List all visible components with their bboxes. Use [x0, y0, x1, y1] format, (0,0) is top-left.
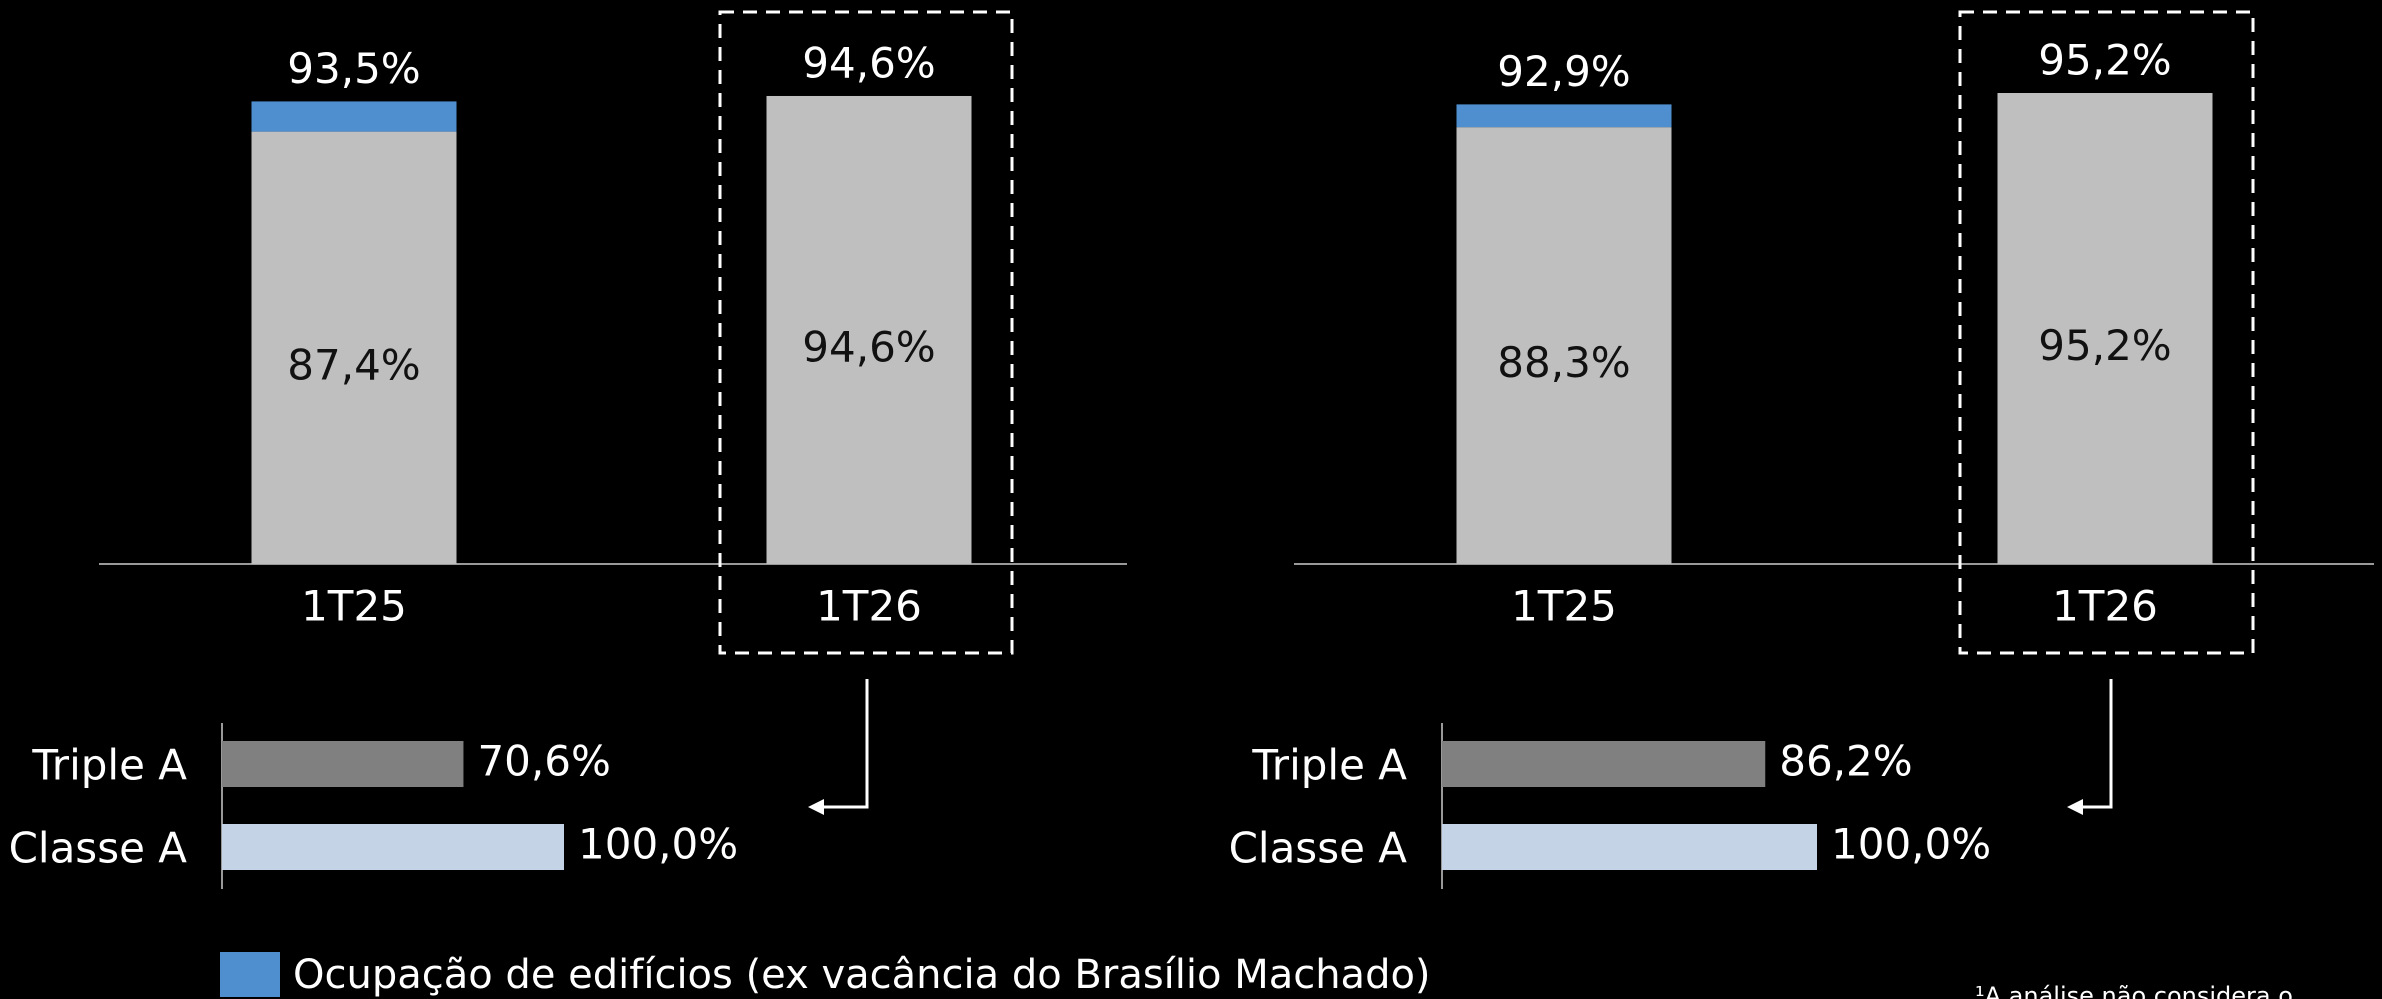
y-tick-label: Triple A — [1251, 741, 1407, 790]
bar-segment — [1456, 104, 1672, 128]
segment-label: 95,2% — [2038, 321, 2171, 370]
arrow-head — [2067, 799, 2083, 815]
total-label: 92,9% — [1497, 47, 1630, 96]
total-label: 93,5% — [287, 44, 420, 93]
bar-segment — [251, 101, 457, 132]
bar — [222, 824, 564, 870]
value-label: 70,6% — [477, 737, 610, 786]
total-label: 95,2% — [2038, 36, 2171, 85]
highlight-box — [718, 10, 1014, 655]
x-tick-label: 1T26 — [816, 582, 922, 631]
bar-segment — [251, 131, 457, 564]
bar — [222, 741, 464, 787]
arrow-head — [808, 799, 824, 815]
segment-label: 88,3% — [1497, 338, 1630, 387]
value-label: 100,0% — [1831, 820, 1991, 869]
y-tick-label: Classe A — [1229, 824, 1408, 873]
total-label: 94,6% — [802, 38, 935, 87]
legend-label: Ocupação de edifícios (ex vacância do Br… — [293, 952, 1431, 998]
bar — [1442, 741, 1766, 787]
value-label: 100,0% — [578, 820, 738, 869]
y-tick-label: Triple A — [31, 741, 187, 790]
x-tick-label: 1T25 — [301, 582, 407, 631]
segment-label: 94,6% — [802, 322, 935, 371]
bar-segment — [1997, 93, 2213, 564]
x-tick-label: 1T26 — [2052, 582, 2158, 631]
y-tick-label: Classe A — [9, 824, 188, 873]
x-tick-label: 1T25 — [1511, 582, 1617, 631]
highlight-box — [1958, 10, 2255, 655]
value-label: 86,2% — [1779, 737, 1912, 786]
bar-segment — [766, 95, 972, 565]
segment-label: 87,4% — [287, 340, 420, 389]
footnote: ¹A análise não considera o — [1975, 982, 2293, 999]
arrow — [816, 679, 869, 809]
arrow — [2075, 679, 2113, 809]
legend-swatch — [220, 952, 280, 997]
bar-segment — [1456, 127, 1672, 564]
bar — [1442, 824, 1817, 870]
